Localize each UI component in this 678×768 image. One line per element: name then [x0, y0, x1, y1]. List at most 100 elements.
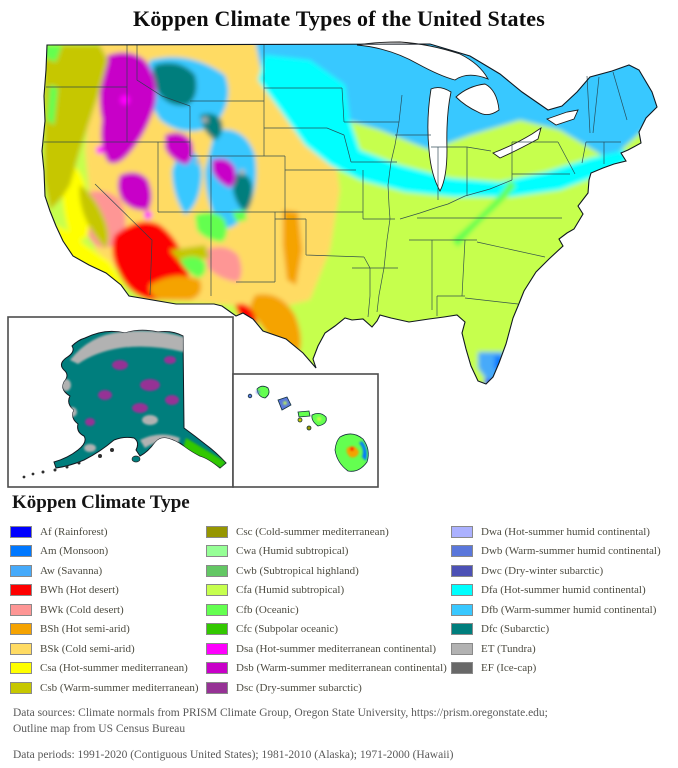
legend-color-swatch: [206, 525, 228, 538]
legend-item-label: Dfc (Subarctic): [481, 623, 550, 636]
legend-heading: Köppen Climate Type: [12, 492, 190, 513]
legend-item-EF: EF (Ice-cap): [451, 659, 661, 679]
island-kahoolawe: [306, 425, 312, 431]
legend-item-BSh: BSh (Hot semi-arid): [10, 620, 199, 640]
legend-color-swatch: [451, 584, 473, 597]
alaska-inset: [7, 316, 234, 488]
legend-color-swatch: [451, 603, 473, 616]
legend-color-swatch: [206, 545, 228, 558]
legend-color-swatch: [206, 564, 228, 577]
legend-item-label: Cfa (Humid subtropical): [236, 584, 345, 597]
great-lakes: [356, 41, 579, 192]
legend-column-3: Dwa (Hot-summer humid continental) Dwb (W…: [451, 522, 661, 678]
legend-color-swatch: [10, 564, 32, 577]
island-kauai: [256, 385, 270, 399]
footer-data-sources-line1: Data sources: Climate normals from PRISM…: [13, 707, 548, 719]
legend-item-Aw: Aw (Savanna): [10, 561, 199, 581]
legend-item-label: Cwa (Humid subtropical): [236, 545, 349, 558]
legend-color-swatch: [10, 623, 32, 636]
legend-item-label: Aw (Savanna): [40, 564, 103, 577]
legend-color-swatch: [206, 623, 228, 636]
legend-item-Am: Am (Monsoon): [10, 542, 199, 562]
legend-item-label: BSk (Cold semi-arid): [40, 642, 135, 655]
legend-color-swatch: [10, 662, 32, 675]
legend-item-label: EF (Ice-cap): [481, 662, 537, 675]
legend-item-Dsa: Dsa (Hot-summer mediterranean continenta…: [206, 639, 447, 659]
legend-item-label: Af (Rainforest): [40, 525, 108, 538]
legend-color-swatch: [451, 642, 473, 655]
legend-color-swatch: [451, 545, 473, 558]
island-lanai: [297, 417, 303, 423]
legend-item-label: Dwc (Dry-winter subarctic): [481, 564, 604, 577]
legend-item-label: Csa (Hot-summer mediterranean): [40, 662, 188, 675]
legend-item-Dsb: Dsb (Warm-summer mediterranean continent…: [206, 659, 447, 679]
legend-color-swatch: [206, 603, 228, 616]
legend-color-swatch: [10, 642, 32, 655]
legend-item-label: Dsc (Dry-summer subarctic): [236, 681, 362, 694]
legend-item-label: Cfb (Oceanic): [236, 603, 299, 616]
legend-item-label: Dfb (Warm-summer humid continental): [481, 603, 657, 616]
legend-item-label: Am (Monsoon): [40, 545, 109, 558]
legend-item-Dsc: Dsc (Dry-summer subarctic): [206, 678, 447, 698]
legend-item-Af: Af (Rainforest): [10, 522, 199, 542]
legend-color-swatch: [10, 545, 32, 558]
legend-item-BWh: BWh (Hot desert): [10, 581, 199, 601]
legend-item-label: Csb (Warm-summer mediterranean): [40, 681, 199, 694]
legend-item-label: ET (Tundra): [481, 642, 536, 655]
legend-item-label: BWk (Cold desert): [40, 603, 124, 616]
legend-item-ET: ET (Tundra): [451, 639, 661, 659]
legend-item-label: Dsb (Warm-summer mediterranean continent…: [236, 662, 447, 675]
aleutian-islands: [22, 448, 141, 479]
legend-item-Cfa: Cfa (Humid subtropical): [206, 581, 447, 601]
us-outline: [41, 43, 658, 385]
legend-item-BSk: BSk (Cold semi-arid): [10, 639, 199, 659]
legend-color-swatch: [451, 662, 473, 675]
legend-item-Dwa: Dwa (Hot-summer humid continental): [451, 522, 661, 542]
legend-item-label: Dfa (Hot-summer humid continental): [481, 584, 646, 597]
legend-column-2: Csc (Cold-summer mediterranean) Cwa (Humi…: [206, 522, 447, 698]
legend-color-swatch: [206, 681, 228, 694]
legend-item-label: Cwb (Subtropical highland): [236, 564, 359, 577]
legend-item-Cfb: Cfb (Oceanic): [206, 600, 447, 620]
legend-item-Dfc: Dfc (Subarctic): [451, 620, 661, 640]
page-title: Köppen Climate Types of the United State…: [133, 6, 545, 31]
legend-item-Csc: Csc (Cold-summer mediterranean): [206, 522, 447, 542]
legend-item-label: BWh (Hot desert): [40, 584, 119, 597]
island-molokai: [297, 410, 311, 418]
legend-item-Cwa: Cwa (Humid subtropical): [206, 542, 447, 562]
legend-item-label: Dsa (Hot-summer mediterranean continenta…: [236, 642, 437, 655]
legend-item-label: Dwb (Warm-summer humid continental): [481, 545, 661, 558]
legend-color-swatch: [10, 681, 32, 694]
island-niihau: [247, 393, 253, 399]
legend-item-Dfa: Dfa (Hot-summer humid continental): [451, 581, 661, 601]
legend-color-swatch: [206, 584, 228, 597]
legend-item-BWk: BWk (Cold desert): [10, 600, 199, 620]
legend-color-swatch: [451, 623, 473, 636]
legend-item-Cfc: Cfc (Subpolar oceanic): [206, 620, 447, 640]
legend-column-1: Af (Rainforest) Am (Monsoon) Aw (Savanna) B…: [10, 522, 199, 698]
legend-item-label: BSh (Hot semi-arid): [40, 623, 130, 636]
footer-data-periods: Data periods: 1991-2020 (Contiguous Unit…: [13, 749, 454, 761]
legend-color-swatch: [451, 564, 473, 577]
legend-color-swatch: [10, 603, 32, 616]
legend-item-label: Cfc (Subpolar oceanic): [236, 623, 339, 636]
legend-item-Dwb: Dwb (Warm-summer humid continental): [451, 542, 661, 562]
legend-item-Csa: Csa (Hot-summer mediterranean): [10, 659, 199, 679]
legend-item-label: Dwa (Hot-summer humid continental): [481, 525, 650, 538]
lake-huron: [455, 83, 500, 115]
legend-color-swatch: [206, 662, 228, 675]
lake-ontario: [545, 109, 579, 126]
state-borders: [44, 45, 628, 318]
footer-data-sources-line2: Outline map from US Census Bureau: [13, 723, 186, 735]
lake-superior: [356, 41, 489, 81]
lake-erie: [492, 126, 542, 159]
legend-color-swatch: [10, 584, 32, 597]
legend-color-swatch: [451, 525, 473, 538]
legend-color-swatch: [206, 642, 228, 655]
legend-item-Dwc: Dwc (Dry-winter subarctic): [451, 561, 661, 581]
legend-item-Cwb: Cwb (Subtropical highland): [206, 561, 447, 581]
hawaii-inset: [232, 373, 379, 488]
legend-item-Dfb: Dfb (Warm-summer humid continental): [451, 600, 661, 620]
